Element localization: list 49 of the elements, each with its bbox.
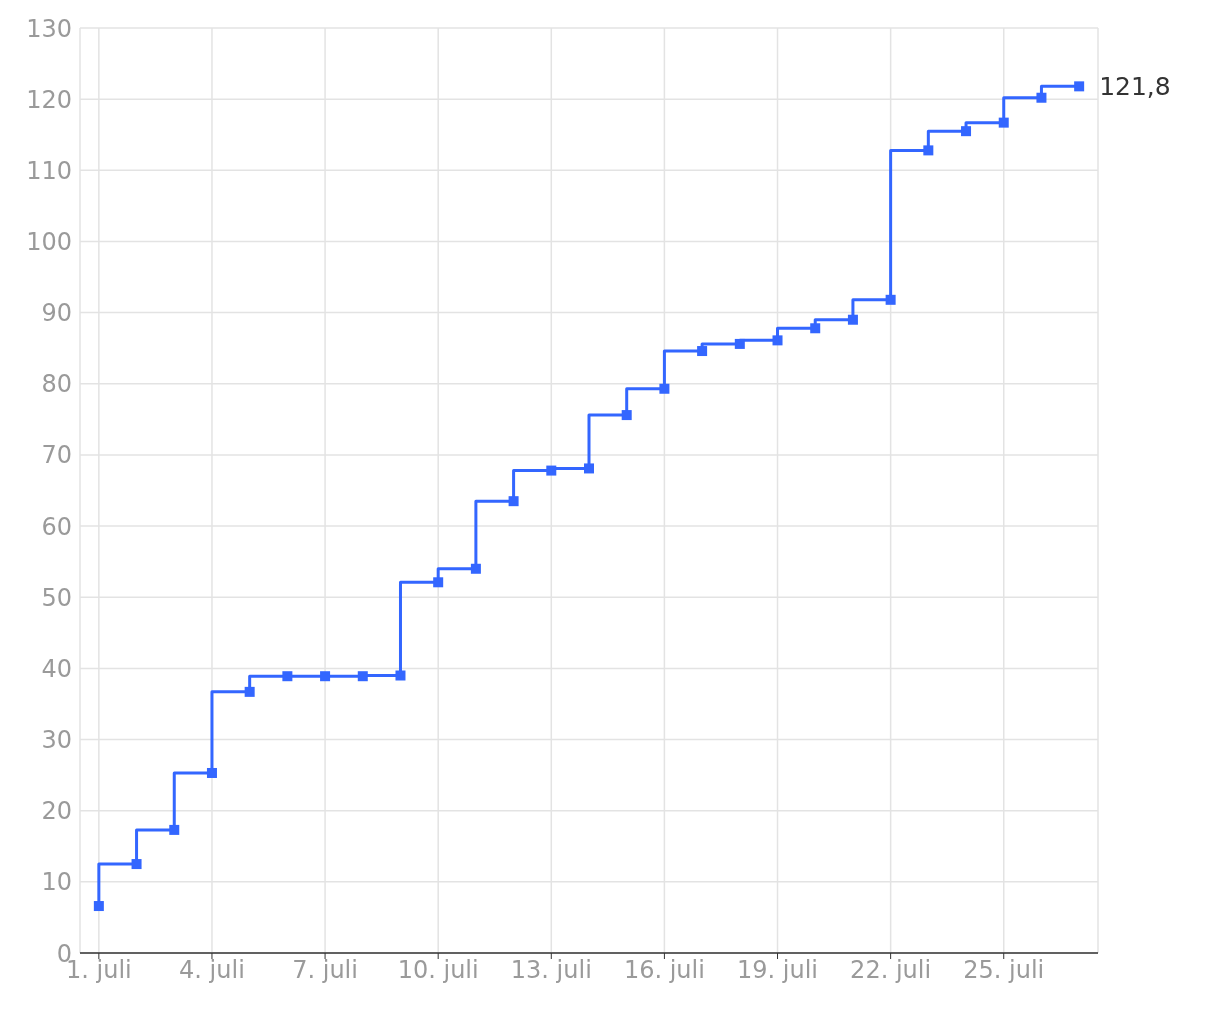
point [998, 117, 1009, 128]
x-tick-label: 25. juli [963, 956, 1045, 985]
point [470, 563, 481, 574]
data-label: 121,8 [1099, 72, 1171, 102]
y-tick-label: 10 [41, 868, 72, 897]
point [659, 383, 670, 394]
point [923, 145, 934, 156]
point [546, 465, 557, 476]
y-tick-label: 130 [26, 14, 72, 43]
x-tick-label: 22. juli [850, 956, 932, 985]
x-tick-label: 7. juli [292, 956, 358, 985]
y-tick-label: 120 [26, 85, 72, 114]
point [847, 314, 858, 325]
x-tick-label: 16. juli [623, 956, 705, 985]
point [508, 496, 519, 507]
point [810, 323, 821, 334]
point [169, 824, 180, 835]
point [433, 577, 444, 588]
point [320, 671, 331, 682]
y-tick-label: 20 [41, 797, 72, 826]
point [357, 671, 368, 682]
point [131, 859, 142, 870]
point [395, 670, 406, 681]
point [734, 338, 745, 349]
x-tick-label: 4. juli [179, 956, 245, 985]
point [961, 126, 972, 137]
point [697, 346, 708, 357]
x-tick-label: 10. juli [397, 956, 479, 985]
point [244, 686, 255, 697]
point [885, 294, 896, 305]
point [93, 901, 104, 912]
y-tick-label: 70 [41, 441, 72, 470]
x-tick-label: 13. juli [510, 956, 592, 985]
point [772, 335, 783, 346]
x-tick-label: 19. juli [737, 956, 819, 985]
point [206, 767, 217, 778]
point [1036, 92, 1047, 103]
y-tick-label: 60 [41, 512, 72, 541]
y-tick-label: 90 [41, 299, 72, 328]
y-tick-label: 40 [41, 654, 72, 683]
point [1074, 81, 1085, 92]
y-tick-label: 100 [26, 227, 72, 256]
y-tick-label: 110 [26, 156, 72, 185]
y-tick-label: 30 [41, 726, 72, 755]
point [621, 410, 632, 421]
point [282, 671, 293, 682]
point [584, 463, 594, 474]
y-tick-label: 80 [41, 370, 72, 399]
y-tick-label: 50 [41, 583, 72, 612]
